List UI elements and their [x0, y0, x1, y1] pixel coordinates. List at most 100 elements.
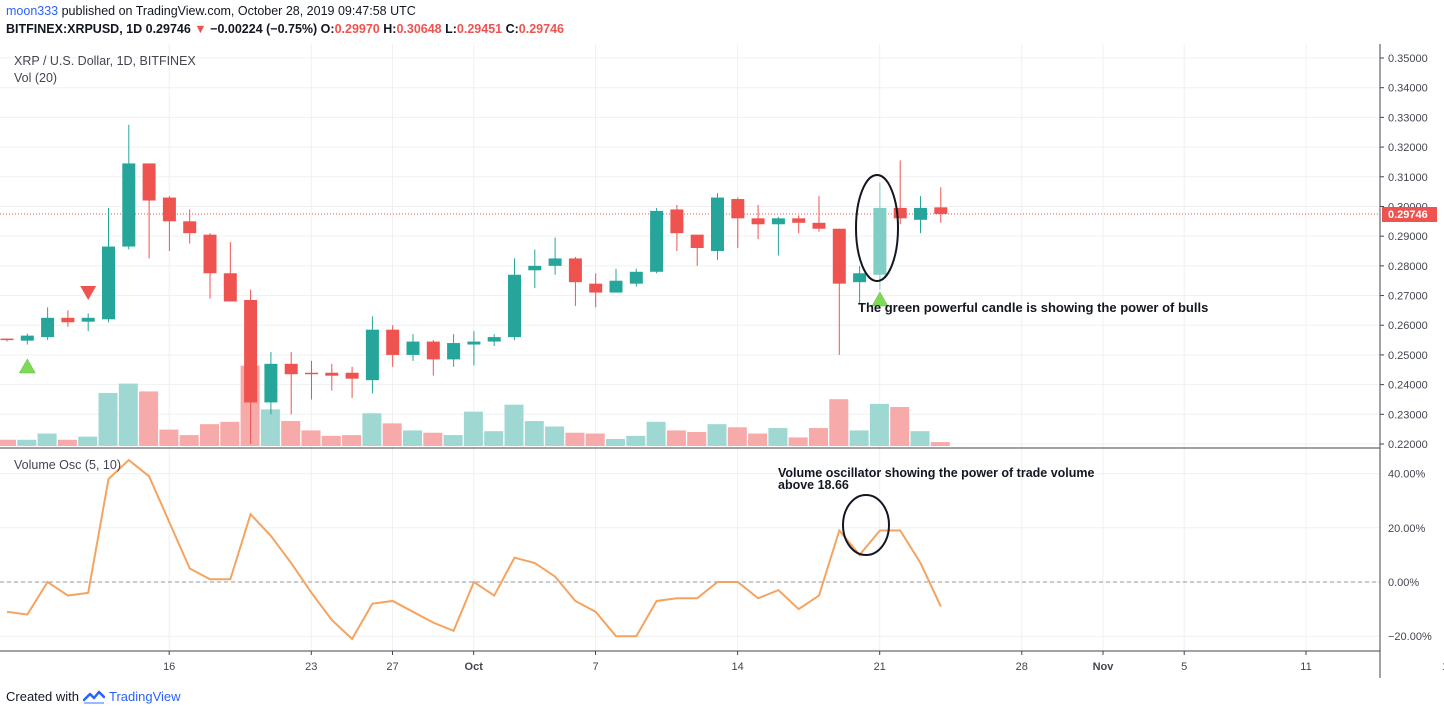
candle-body — [122, 163, 136, 247]
candle-body — [487, 337, 501, 342]
volume-bar — [0, 439, 16, 446]
axes: 0.350000.340000.330000.320000.310000.300… — [163, 53, 1444, 673]
volume-bar — [159, 429, 179, 446]
osc-tick-label: 0.00% — [1388, 577, 1419, 589]
volume-bar — [118, 383, 138, 446]
osc-annotation-line2: above 18.66 — [778, 478, 849, 492]
buy-signal-icon — [18, 358, 36, 374]
candle-body — [832, 228, 846, 284]
volume-bar — [179, 435, 199, 446]
candle-body — [548, 258, 562, 266]
volume-bar — [829, 399, 849, 446]
open-label: O: — [320, 22, 335, 36]
last-price-tag-text: 0.29746 — [1388, 209, 1428, 221]
price-tick-label: 0.25000 — [1388, 350, 1428, 362]
low-label: L: — [445, 22, 457, 36]
osc-tick-label: 40.00% — [1388, 469, 1426, 481]
price-tick-label: 0.22000 — [1388, 439, 1428, 451]
price-tick-label: 0.27000 — [1388, 291, 1428, 303]
candle-body — [629, 271, 643, 284]
author-link[interactable]: moon333 — [6, 4, 59, 18]
buy-signal-icon — [871, 291, 889, 307]
volume-legend: Vol (20) — [14, 71, 57, 85]
candle-body — [0, 338, 14, 341]
candle-body — [41, 317, 55, 338]
candle-body — [223, 273, 237, 302]
osc-highlight-ellipse — [842, 494, 890, 556]
candle-body — [386, 329, 400, 355]
tradingview-logo-icon[interactable] — [82, 690, 105, 704]
time-tick-label: 18 — [1442, 661, 1444, 673]
main-legend-title: XRP / U.S. Dollar, 1D, BITFINEX — [14, 54, 196, 68]
time-tick-label: 7 — [592, 661, 598, 673]
open-value: 0.29970 — [334, 22, 380, 36]
candle-body — [61, 317, 75, 323]
price-tick-label: 0.35000 — [1388, 53, 1428, 65]
volume-bar — [869, 403, 889, 446]
time-tick-label: 14 — [731, 661, 743, 673]
price-tick-label: 0.32000 — [1388, 142, 1428, 154]
tradingview-link[interactable]: TradingView — [108, 689, 181, 704]
ohlc-bar: BITFINEX:XRPUSD, 1D 0.29746 ▼ −0.00224 (… — [6, 22, 564, 36]
volume-bar — [606, 438, 625, 446]
time-tick-label: 11 — [1300, 661, 1311, 673]
volume-bar — [788, 437, 808, 446]
price-tick-label: 0.23000 — [1388, 409, 1428, 421]
osc-legend: Volume Osc (5, 10) — [14, 458, 121, 472]
osc-tick-label: 20.00% — [1388, 523, 1426, 535]
volume-bar — [139, 391, 159, 446]
volume-bar — [220, 421, 240, 446]
osc-line — [6, 458, 942, 641]
candle-body — [568, 258, 582, 283]
candle-body — [589, 283, 603, 293]
volume-bar — [849, 430, 869, 446]
candle-body — [792, 218, 806, 223]
last-price-tag: 0.29746 — [1382, 207, 1437, 222]
volume-bar — [443, 435, 463, 446]
last-price: 0.29746 — [145, 22, 191, 36]
volume-bar — [809, 428, 828, 446]
volume-bar — [200, 424, 219, 446]
candle-body — [203, 234, 217, 274]
symbol-label: BITFINEX:XRPUSD, 1D — [6, 22, 143, 36]
volume-bar — [403, 430, 422, 446]
time-tick-label: Nov — [1093, 661, 1115, 673]
time-tick-label: 28 — [1016, 661, 1028, 673]
volume-bars — [0, 365, 950, 446]
close-value: 0.29746 — [518, 22, 564, 36]
candle-annotation: The green powerful candle is showing the… — [858, 300, 1208, 315]
sell-signal-icon — [80, 286, 97, 300]
candle-body — [731, 199, 745, 219]
volume-bar — [707, 424, 727, 446]
candle-body — [609, 280, 623, 293]
down-arrow-icon: ▼ — [194, 22, 207, 36]
publish-info: moon333 published on TradingView.com, Oc… — [6, 4, 416, 18]
price-tick-label: 0.31000 — [1388, 172, 1428, 184]
created-with-text: Created with — [6, 689, 79, 704]
volume-bar — [930, 442, 950, 446]
volume-bar — [281, 421, 301, 446]
volume-bar — [463, 411, 483, 446]
candle-body — [528, 265, 542, 271]
candle-body — [426, 341, 440, 360]
candle-body — [142, 163, 156, 201]
candle-body — [467, 341, 481, 345]
price-tick-label: 0.24000 — [1388, 380, 1428, 392]
candle-body — [508, 274, 521, 338]
candle-body — [102, 246, 115, 320]
volume-bar — [768, 428, 788, 446]
price-tick-label: 0.33000 — [1388, 112, 1428, 124]
candle-body — [934, 207, 948, 214]
candle-body — [812, 222, 826, 229]
osc-tick-label: −20.00% — [1388, 631, 1432, 643]
price-tick-label: 0.28000 — [1388, 261, 1428, 273]
volume-bar — [301, 430, 321, 446]
candle-body — [711, 197, 724, 251]
volume-bar — [910, 431, 930, 446]
candle-body — [162, 197, 176, 222]
volume-bar — [37, 433, 57, 446]
volume-bar — [78, 436, 98, 446]
volume-bar — [362, 413, 382, 446]
time-tick-label: 5 — [1181, 661, 1187, 673]
